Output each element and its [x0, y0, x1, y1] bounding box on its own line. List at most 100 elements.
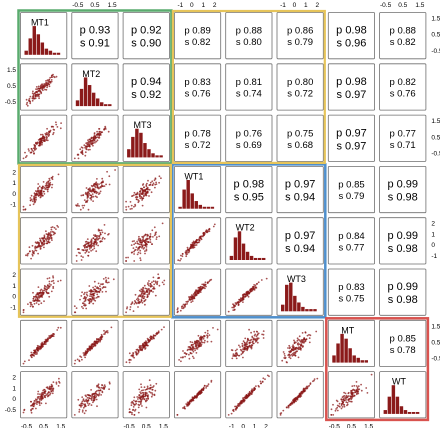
- panel-WT2-MT2: [71, 217, 119, 265]
- point-WT2-MT2-68: [93, 245, 95, 248]
- point-MT3-MT1-47: [50, 125, 53, 128]
- point-WT3-MT1-94: [47, 292, 50, 294]
- point-WT-MT1-49: [38, 398, 41, 401]
- spearman-MT2-WT2: s 0.74: [236, 88, 262, 99]
- point-WT-MT2-41: [96, 405, 98, 408]
- point-MT-WT3-6: [296, 339, 299, 342]
- point-WT1-MT1-7: [37, 183, 40, 185]
- point-WT1-MT1-102: [41, 186, 44, 189]
- point-WT-MT-119: [334, 409, 337, 412]
- point-WT2-WT1-118: [203, 232, 206, 235]
- point-WT1-MT3-83: [125, 206, 127, 208]
- point-WT3-MT3-56: [145, 287, 148, 290]
- hist-bar-MT2-3: [87, 85, 92, 107]
- point-MT-WT1-27: [212, 327, 214, 329]
- point-WT-MT3-82: [145, 397, 148, 400]
- point-WT-WT2-77: [232, 408, 235, 411]
- point-WT-MT3-83: [140, 402, 142, 404]
- point-MT-MT3-119: [132, 352, 135, 355]
- hist-bar-WT-5: [403, 410, 408, 414]
- point-MT-WT3-104: [282, 351, 285, 353]
- hist-bar-WT2-5: [249, 255, 254, 260]
- point-WT2-MT2-88: [107, 233, 109, 236]
- point-WT1-MT3-72: [141, 192, 144, 194]
- point-MT3-MT1-66: [52, 131, 55, 134]
- point-MT3-MT1-118: [31, 149, 34, 152]
- point-WT3-MT1-2: [50, 290, 53, 293]
- pearson-MT2-WT1: p 0.83: [184, 77, 210, 88]
- hist-bar-WT3-5: [301, 306, 305, 312]
- point-WT-MT1-79: [33, 402, 36, 405]
- point-WT-MT-52: [347, 399, 350, 401]
- point-WT1-MT1-44: [30, 194, 33, 197]
- point-WT3-MT1-46: [50, 284, 52, 286]
- point-WT3-WT2-41: [239, 297, 242, 299]
- point-WT3-MT3-38: [140, 300, 143, 302]
- point-MT-WT2-92: [253, 337, 255, 340]
- point-WT-WT2-118: [250, 392, 252, 394]
- point-WT2-MT3-69: [136, 249, 139, 251]
- point-WT-MT3-111: [140, 389, 143, 392]
- point-MT2-MT1-114: [41, 88, 43, 90]
- hist-bar-WT3-2: [289, 282, 293, 312]
- hist-bar-WT3-7: [309, 309, 313, 312]
- point-WT1-MT3-26: [148, 188, 151, 191]
- point-WT3-MT1-113: [36, 298, 39, 300]
- tick-top-WT3-3: 2: [315, 2, 319, 9]
- point-MT-WT2-21: [238, 344, 240, 347]
- point-WT-MT2-98: [82, 399, 85, 402]
- point-MT-MT3-24: [141, 346, 143, 349]
- point-WT-MT1-106: [43, 391, 45, 394]
- point-MT-MT3-89: [128, 359, 131, 361]
- point-WT3-WT2-112: [234, 304, 236, 307]
- point-WT3-WT2-104: [246, 292, 249, 295]
- point-WT1-MT2-42: [87, 208, 90, 211]
- point-WT2-MT3-37: [145, 249, 148, 252]
- point-WT1-MT1-95: [29, 204, 31, 207]
- point-WT-WT3-105: [290, 402, 293, 405]
- point-WT-MT-91: [350, 400, 353, 403]
- point-WT1-MT3-77: [129, 201, 132, 203]
- panel-MT-MT: [327, 319, 375, 367]
- hist-bar-MT2-8: [108, 104, 112, 107]
- point-WT3-MT1-60: [32, 291, 34, 294]
- point-WT3-MT2-102: [95, 296, 98, 299]
- point-WT1-MT2-58: [114, 169, 116, 171]
- spearman-WT1-WT: s 0.98: [388, 192, 418, 204]
- point-WT-MT2-53: [78, 404, 81, 407]
- point-MT-MT3-101: [145, 340, 147, 342]
- point-WT2-MT2-103: [78, 248, 80, 251]
- point-MT-WT1-60: [188, 353, 190, 356]
- spearman-MT2-MT: s 0.97: [336, 89, 366, 101]
- point-MT-MT1-21: [28, 359, 30, 361]
- point-WT1-MT3-100: [135, 198, 138, 201]
- point-WT-MT-89: [343, 391, 345, 394]
- point-WT2-MT2-77: [86, 248, 89, 251]
- point-WT1-MT3-35: [130, 204, 133, 207]
- point-WT3-WT1-87: [194, 290, 197, 293]
- point-MT3-MT2-4: [73, 157, 76, 160]
- panel-MT2-MT: [327, 63, 375, 111]
- point-WT2-MT3-54: [141, 239, 144, 242]
- point-WT3-WT1-90: [183, 306, 185, 309]
- point-MT-WT1-61: [191, 341, 194, 344]
- point-MT-MT1-103: [41, 346, 44, 348]
- point-WT3-MT3-81: [130, 303, 133, 306]
- point-MT-WT3-85: [289, 346, 291, 349]
- point-MT3-MT1-65: [56, 126, 59, 128]
- point-MT-WT1-99: [190, 344, 193, 347]
- point-WT3-MT2-59: [85, 296, 88, 299]
- point-WT-MT3-13: [132, 406, 135, 408]
- point-MT-MT2-59: [84, 356, 86, 359]
- point-WT3-MT1-58: [33, 299, 36, 302]
- point-WT-MT1-101: [37, 400, 39, 403]
- point-WT1-MT3-41: [158, 181, 161, 184]
- diag-label-WT: WT: [392, 377, 406, 387]
- point-WT-MT1-94: [50, 387, 53, 390]
- point-MT-WT3-23: [301, 332, 304, 334]
- point-WT-MT2-48: [98, 393, 101, 396]
- point-WT3-WT1-114: [196, 290, 199, 293]
- hist-bar-MT1-3: [36, 34, 41, 55]
- point-MT3-MT1-40: [28, 150, 30, 152]
- point-WT1-MT2-10: [96, 178, 98, 180]
